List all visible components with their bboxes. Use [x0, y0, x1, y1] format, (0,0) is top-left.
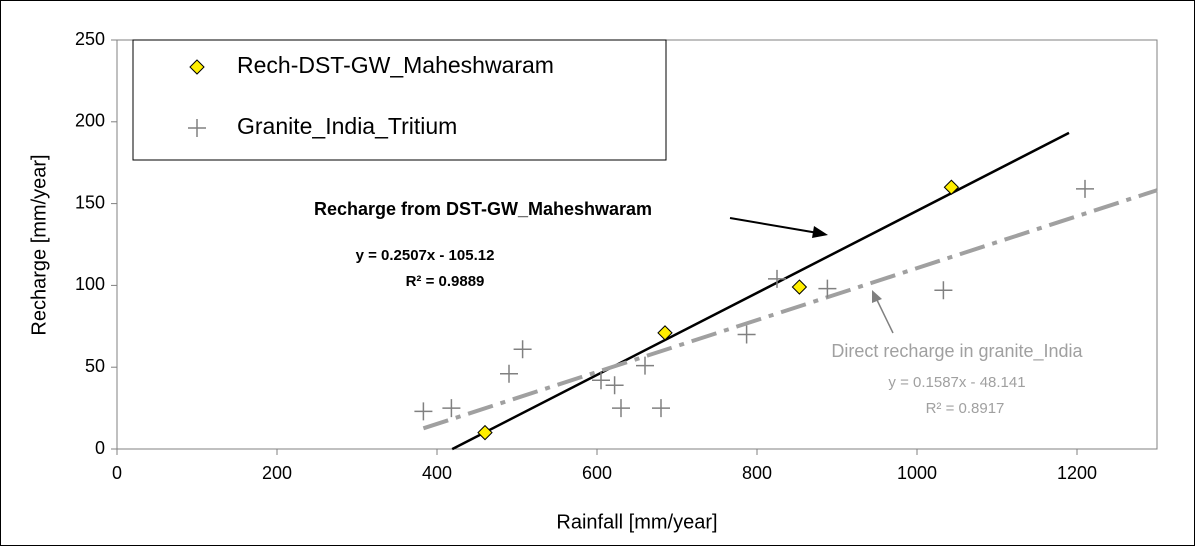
legend: [132, 39, 667, 161]
point: [605, 376, 624, 395]
legend-marker: [189, 59, 205, 75]
point: [652, 399, 670, 418]
point: [657, 325, 673, 341]
legend-label: Granite_India_Tritium: [237, 113, 457, 139]
point: [414, 402, 433, 421]
point: [636, 356, 654, 375]
legend-marker: [188, 119, 206, 137]
point: [934, 281, 953, 300]
y-tick-label: 0: [95, 438, 105, 458]
legend-label: Rech-DST-GW_Maheshwaram: [237, 52, 554, 78]
point: [1076, 179, 1094, 198]
y-tick-label: 200: [75, 111, 105, 131]
annotation: Direct recharge in granite_India: [831, 341, 1083, 362]
y-tick-label: 50: [85, 356, 105, 376]
equation: y = 0.1587x - 48.141: [888, 374, 1025, 391]
point: [592, 371, 610, 390]
point: [500, 364, 518, 383]
r-squared: R² = 0.8917: [926, 400, 1005, 417]
arrow-head: [812, 226, 828, 238]
point: [513, 340, 532, 359]
point: [791, 279, 808, 295]
arrow: [876, 299, 894, 334]
y-tick-label: 150: [75, 192, 105, 212]
x-tick-label: 0: [112, 463, 122, 483]
y-tick-label: 100: [75, 274, 105, 294]
x-tick-label: 800: [742, 463, 772, 483]
annotation: Recharge from DST-GW_Maheshwaram: [314, 199, 652, 219]
point: [442, 399, 461, 418]
x-tick-label: 1000: [897, 463, 937, 483]
point: [943, 179, 960, 195]
x-axis-label: Rainfall [mm/year]: [556, 511, 717, 533]
trendline: [422, 188, 1158, 431]
y-tick-label: 250: [75, 29, 105, 49]
r-squared: R² = 0.9889: [406, 273, 485, 290]
arrow: [729, 217, 819, 234]
y-axis-label: Recharge [mm/year]: [28, 154, 50, 335]
equation: y = 0.2507x - 105.12: [356, 247, 495, 264]
point: [818, 279, 837, 298]
arrow-head: [872, 290, 882, 303]
x-tick-label: 200: [262, 463, 292, 483]
point: [737, 325, 756, 344]
trendline: [451, 131, 1070, 451]
x-tick-label: 1200: [1057, 463, 1097, 483]
point: [612, 399, 630, 418]
point: [768, 269, 786, 288]
x-tick-label: 600: [582, 463, 612, 483]
x-tick-label: 400: [422, 463, 452, 483]
point: [477, 424, 493, 441]
